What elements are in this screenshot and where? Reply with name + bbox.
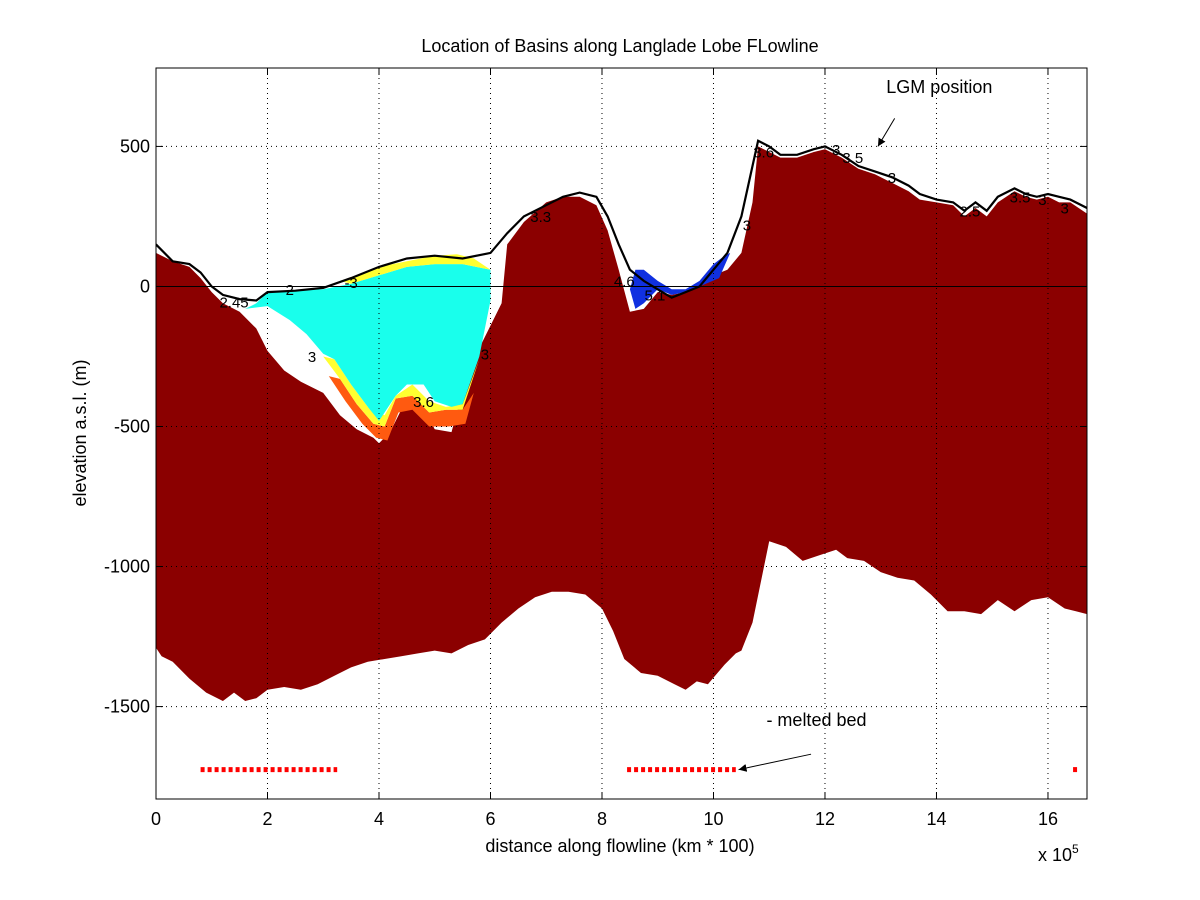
contour-label: 3.5 — [1010, 189, 1031, 206]
x-tick-label: 2 — [262, 809, 272, 829]
y-tick-label: -1000 — [104, 557, 150, 577]
basin-fringe-yellow-top — [340, 252, 502, 284]
chart-title: Location of Basins along Langlade Lobe F… — [421, 36, 818, 56]
contour-label: 3.6 — [413, 394, 434, 411]
x-tick-label: 4 — [374, 809, 384, 829]
contour-label: 3.5 — [842, 150, 863, 167]
contour-label: 3 — [1061, 201, 1069, 218]
y-tick-label: 500 — [120, 136, 150, 156]
x-tick-label: 8 — [597, 809, 607, 829]
basin-fringe-orange — [328, 376, 474, 441]
plot-frame — [155, 67, 1088, 800]
contour-label: 3 — [743, 217, 751, 234]
x-tick-label: 14 — [926, 809, 946, 829]
contour-label: 3 — [832, 142, 840, 159]
x-tick-label: 0 — [151, 809, 161, 829]
x-axis-label: distance along flowline (km * 100) — [485, 836, 754, 856]
y-tick-label: 0 — [140, 276, 150, 296]
contour-label: 3 — [308, 349, 316, 366]
basin-water-blue — [629, 252, 731, 309]
contour-label: 3 — [481, 346, 489, 363]
contour-label: 3 — [888, 170, 896, 187]
contour-label: -3 — [344, 275, 357, 292]
basin-fringe-yellow-bottom — [323, 356, 480, 427]
plot-area: 2.452 -333.633.34.65.133.6 3 3.532.53.5 3 3 — [156, 68, 1087, 799]
contour-label: 2 — [286, 282, 294, 299]
y-tick-label: -1500 — [104, 697, 150, 717]
x-multiplier: x 105 — [1038, 842, 1079, 865]
contour-label: 2.45 — [219, 294, 248, 311]
contour-label: 4.6 — [614, 273, 635, 290]
contour-label: 3.3 — [530, 209, 551, 226]
y-axis-label: elevation a.s.l. (m) — [70, 359, 90, 506]
x-tick-label: 6 — [485, 809, 495, 829]
y-tick-label: -500 — [114, 416, 150, 436]
contour-label: 3 — [1038, 192, 1046, 209]
x-tick-label: 12 — [815, 809, 835, 829]
x-tick-label: 16 — [1038, 809, 1058, 829]
bed-area — [156, 146, 1087, 701]
annotation-arrow — [877, 118, 896, 147]
x-tick-label: 10 — [703, 809, 723, 829]
annotation-arrow — [738, 753, 812, 772]
contour-label: 5.1 — [645, 287, 666, 304]
contour-label: 3.6 — [753, 145, 774, 162]
grid-lines — [156, 68, 1087, 799]
annotation-label: - melted bed — [766, 710, 866, 730]
contour-label: 2.5 — [959, 203, 980, 220]
x-axis: 0 2 4 6 8 10 12 14 16 — [151, 68, 1058, 829]
ice-surface-line — [156, 139, 1087, 302]
x-multiplier-exponent: 5 — [1072, 842, 1079, 856]
annotation-label: LGM position — [886, 77, 992, 97]
basin-water-cyan — [245, 264, 491, 421]
y-axis: 500 0 -500 -1000 -1500 — [104, 136, 1087, 717]
x-multiplier-base: x 10 — [1038, 845, 1072, 865]
